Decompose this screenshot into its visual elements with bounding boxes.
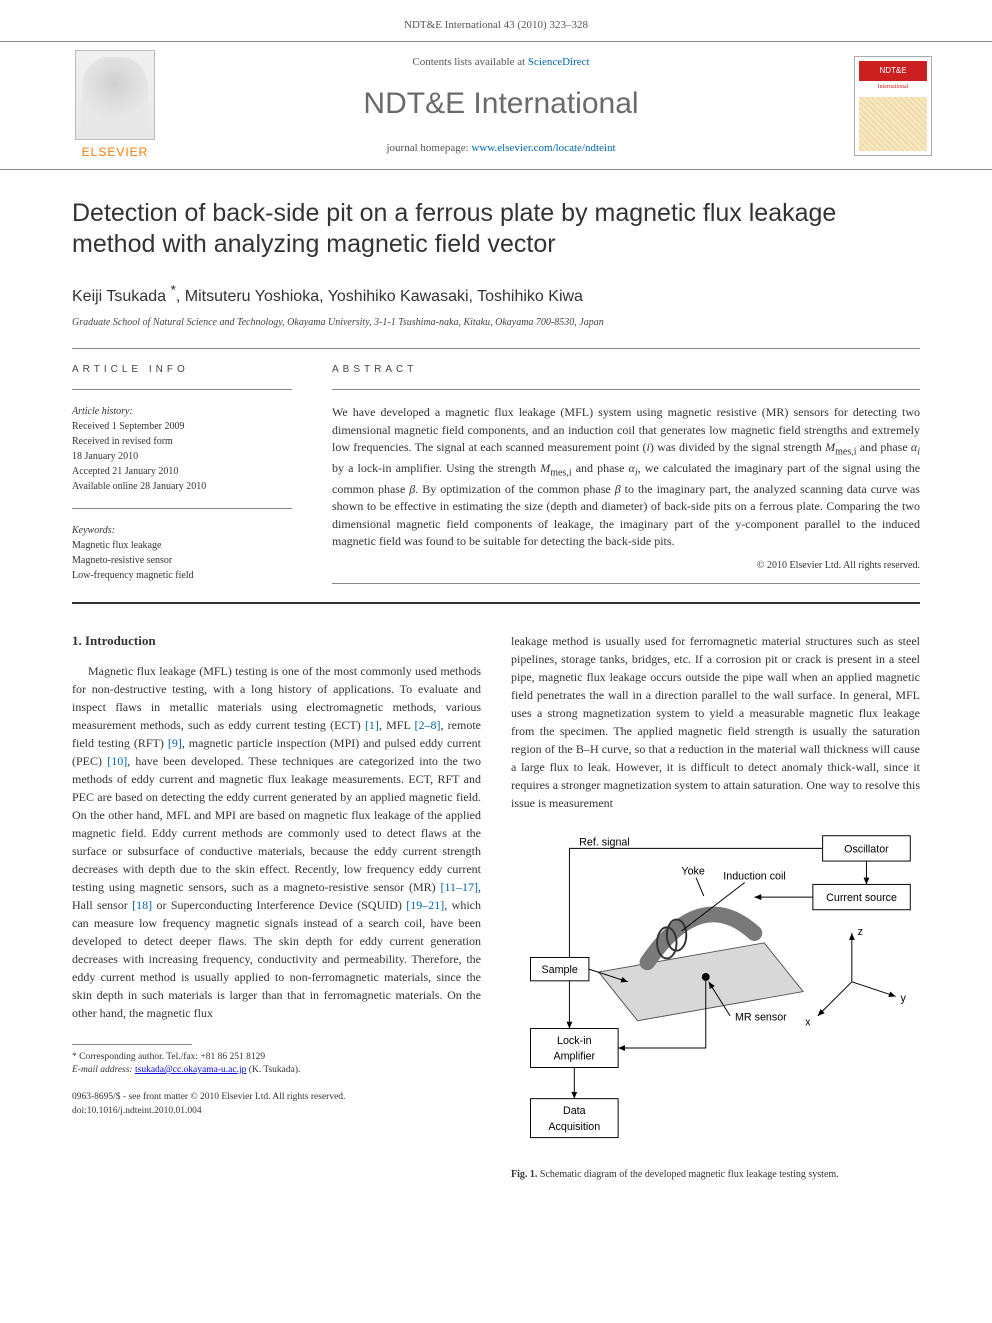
divider (72, 348, 920, 349)
doi-line: doi:10.1016/j.ndteint.2010.01.004 (72, 1105, 481, 1118)
contents-prefix: Contents lists available at (412, 56, 527, 68)
fig-desc: Schematic diagram of the developed magne… (540, 1169, 839, 1180)
history-line: Received 1 September 2009 (72, 419, 292, 434)
history-line: Accepted 21 January 2010 (72, 464, 292, 479)
front-matter-copyright: 0963-8695/$ - see front matter © 2010 El… (72, 1091, 481, 1118)
corr-email-name: (K. Tsukada). (249, 1065, 301, 1075)
keyword: Magnetic flux leakage (72, 538, 292, 553)
author-list: Keiji Tsukada *, Mitsuteru Yoshioka, Yos… (72, 281, 920, 309)
cover-intl: International (859, 83, 927, 91)
label-induction-coil: Induction coil (723, 870, 785, 882)
keyword: Magneto-resistive sensor (72, 553, 292, 568)
article-info-label: ARTICLE INFO (72, 363, 292, 377)
right-column: leakage method is usually used for ferro… (511, 632, 920, 1182)
label-current-source: Current source (826, 892, 897, 904)
label-mr-sensor: MR sensor (735, 1011, 787, 1023)
journal-masthead: ELSEVIER Contents lists available at Sci… (0, 41, 992, 170)
label-lockin-2: Amplifier (553, 1050, 595, 1062)
history-title: Article history: (72, 404, 292, 419)
authors-text: Keiji Tsukada *, Mitsuteru Yoshioka, Yos… (72, 288, 583, 305)
cover-art (859, 97, 927, 151)
label-oscillator: Oscillator (844, 843, 889, 855)
homepage-line: journal homepage: www.elsevier.com/locat… (190, 141, 812, 156)
figure-1-caption: Fig. 1. Schematic diagram of the develop… (511, 1168, 920, 1182)
corr-email-line: E-mail address: tsukada@cc.okayama-u.ac.… (72, 1064, 481, 1077)
divider (332, 583, 920, 584)
divider (332, 389, 920, 390)
axis-z: z (858, 926, 863, 938)
label-dataacq-2: Acquisition (548, 1120, 600, 1132)
label-sample: Sample (542, 964, 578, 976)
sciencedirect-link[interactable]: ScienceDirect (528, 56, 590, 68)
homepage-link[interactable]: www.elsevier.com/locate/ndteint (471, 142, 615, 154)
contents-line: Contents lists available at ScienceDirec… (190, 55, 812, 70)
email-label: E-mail address: (72, 1065, 133, 1075)
label-yoke: Yoke (681, 865, 704, 877)
corr-author-line: * Corresponding author. Tel./fax: +81 86… (72, 1051, 481, 1064)
history-line: Received in revised form (72, 434, 292, 449)
keyword: Low-frequency magnetic field (72, 568, 292, 583)
figure-1: Oscillator Current source Ref. signal (511, 826, 920, 1182)
article-history: Article history: Received 1 September 20… (72, 404, 292, 494)
elsevier-wordmark: ELSEVIER (82, 144, 149, 161)
label-dataacq-1: Data (563, 1105, 586, 1117)
divider (72, 508, 292, 509)
running-header: NDT&E International 43 (2010) 323–328 (0, 0, 992, 41)
intro-body-left: Magnetic flux leakage (MFL) testing is o… (72, 662, 481, 1022)
masthead-center: Contents lists available at ScienceDirec… (190, 55, 812, 156)
cover-thumb-block: NDT&E International (832, 56, 932, 156)
cover-badge: NDT&E (859, 61, 927, 81)
axis-x: x (805, 1016, 811, 1028)
journal-cover-thumbnail: NDT&E International (854, 56, 932, 156)
affiliation: Graduate School of Natural Science and T… (72, 316, 920, 330)
journal-name: NDT&E International (190, 83, 812, 125)
elsevier-tree-icon (75, 50, 155, 140)
divider (72, 389, 292, 390)
copyright-line1: 0963-8695/$ - see front matter © 2010 El… (72, 1091, 481, 1104)
axis-y: y (901, 992, 907, 1004)
label-ref-signal: Ref. signal (579, 836, 630, 848)
abstract-label: ABSTRACT (332, 363, 920, 377)
fig-label: Fig. 1. (511, 1169, 537, 1180)
keywords-title: Keywords: (72, 523, 292, 538)
footnote-separator (72, 1044, 192, 1045)
intro-body-right: leakage method is usually used for ferro… (511, 632, 920, 812)
history-line: 18 January 2010 (72, 449, 292, 464)
abstract-column: ABSTRACT We have developed a magnetic fl… (332, 363, 920, 597)
figure-1-svg: Oscillator Current source Ref. signal (511, 826, 920, 1157)
article-title: Detection of back-side pit on a ferrous … (72, 198, 920, 261)
abstract-copyright: © 2010 Elsevier Ltd. All rights reserved… (332, 559, 920, 573)
abstract-text: We have developed a magnetic flux leakag… (332, 404, 920, 550)
publisher-block: ELSEVIER (60, 50, 170, 161)
left-column: 1. Introduction Magnetic flux leakage (M… (72, 632, 481, 1182)
thick-divider (72, 602, 920, 604)
corresponding-footnote: * Corresponding author. Tel./fax: +81 86… (72, 1051, 481, 1078)
corr-email-link[interactable]: tsukada@cc.okayama-u.ac.jp (135, 1065, 246, 1075)
history-line: Available online 28 January 2010 (72, 479, 292, 494)
article-info-column: ARTICLE INFO Article history: Received 1… (72, 363, 292, 597)
section-heading-intro: 1. Introduction (72, 632, 481, 650)
keywords-block: Keywords: Magnetic flux leakage Magneto-… (72, 523, 292, 583)
homepage-prefix: journal homepage: (387, 142, 472, 154)
label-lockin-1: Lock-in (557, 1035, 592, 1047)
